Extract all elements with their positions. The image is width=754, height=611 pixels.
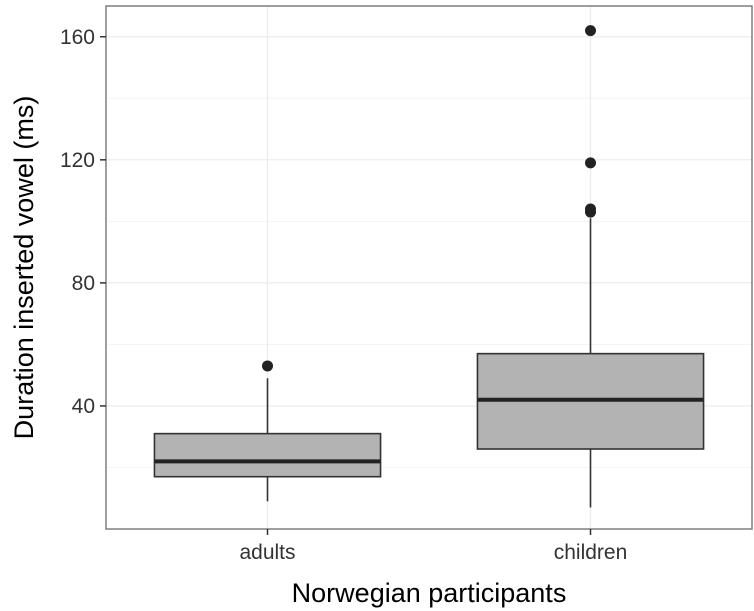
box-layer: [153, 25, 705, 508]
y-axis-ticks: 40 80 120 160: [60, 26, 106, 418]
minor-grid: [106, 97, 752, 468]
outlier-point: [262, 360, 273, 372]
outlier-point: [585, 203, 596, 215]
box-iqr: [153, 432, 382, 478]
y-tick-label: 80: [72, 272, 95, 295]
x-axis-title: Norwegian participants: [292, 578, 567, 608]
outlier-point: [585, 25, 596, 37]
y-axis-title: Duration inserted vowel (ms): [9, 96, 39, 440]
box-adults: [153, 360, 382, 502]
outlier-point: [585, 157, 596, 169]
x-tick-label: adults: [239, 541, 295, 564]
x-axis-ticks: adults children: [239, 529, 627, 564]
x-tick-label: children: [554, 541, 628, 564]
panel-border: [105, 5, 753, 530]
y-tick-label: 160: [60, 26, 95, 49]
y-tick-label: 40: [72, 395, 95, 418]
box-children: [476, 25, 705, 508]
y-tick-label: 120: [60, 149, 95, 172]
